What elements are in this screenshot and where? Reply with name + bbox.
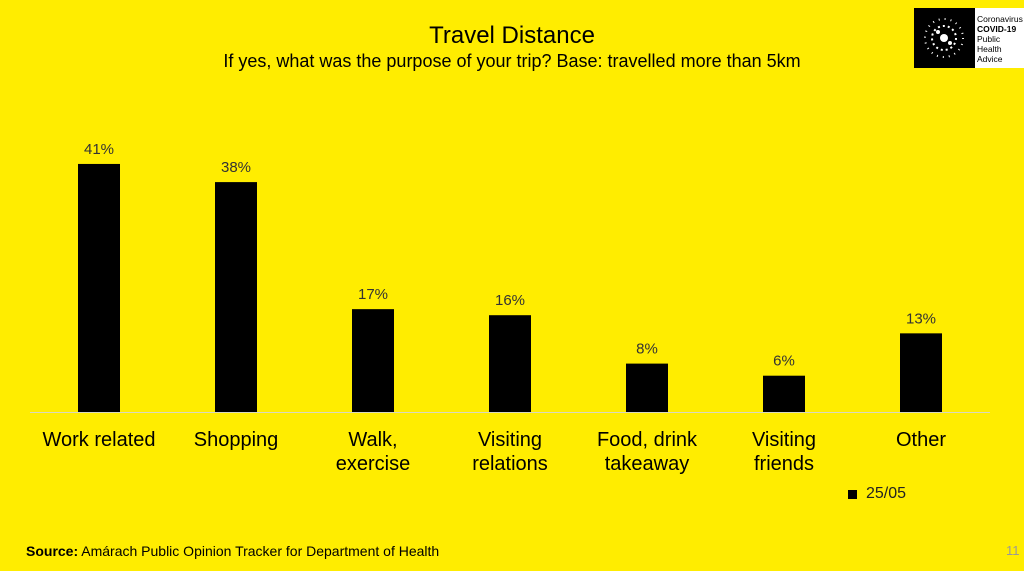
value-label: 41%: [84, 141, 114, 158]
value-label: 8%: [636, 341, 658, 358]
source-text: Amárach Public Opinion Tracker for Depar…: [81, 543, 440, 559]
value-label: 38%: [221, 159, 251, 176]
legend-label: 25/05: [866, 485, 907, 502]
logo-line: Coronavirus: [977, 14, 1023, 24]
bar: [763, 375, 805, 412]
chart-subtitle: If yes, what was the purpose of your tri…: [223, 51, 801, 71]
page-number: 11: [1006, 543, 1020, 558]
logo-icon: [914, 8, 975, 68]
category-label: Work related: [42, 429, 156, 451]
value-label: 16%: [495, 292, 525, 309]
category-label: Walk, exercise: [335, 429, 411, 475]
category-label: Visiting relations: [472, 429, 548, 475]
category-label: Other: [895, 429, 947, 451]
category-label: Shopping: [193, 429, 279, 451]
bar: [489, 315, 531, 412]
value-label: 6%: [773, 353, 795, 370]
bar: [78, 163, 120, 412]
bar: [626, 363, 668, 412]
source: Source: Amárach Public Opinion Tracker f…: [26, 543, 439, 559]
value-label: 13%: [906, 310, 936, 327]
logo-text: Coronavirus COVID-19 Public Health Advic…: [977, 14, 1024, 64]
logo-line: COVID-19: [977, 24, 1017, 34]
bar: [900, 333, 942, 412]
logo-line: Public Health: [977, 34, 1002, 54]
source-label: Source:: [26, 543, 79, 559]
logo-line: Advice: [977, 54, 1003, 64]
category-label: Visiting friends: [751, 429, 817, 475]
bar: [215, 182, 257, 412]
bar: [352, 309, 394, 412]
logo: Coronavirus COVID-19 Public Health Advic…: [914, 8, 1024, 68]
category-label: Food, drink takeaway: [596, 429, 698, 475]
value-label: 17%: [358, 286, 388, 303]
chart-title: Travel Distance: [429, 22, 595, 49]
legend-swatch: [848, 490, 857, 499]
